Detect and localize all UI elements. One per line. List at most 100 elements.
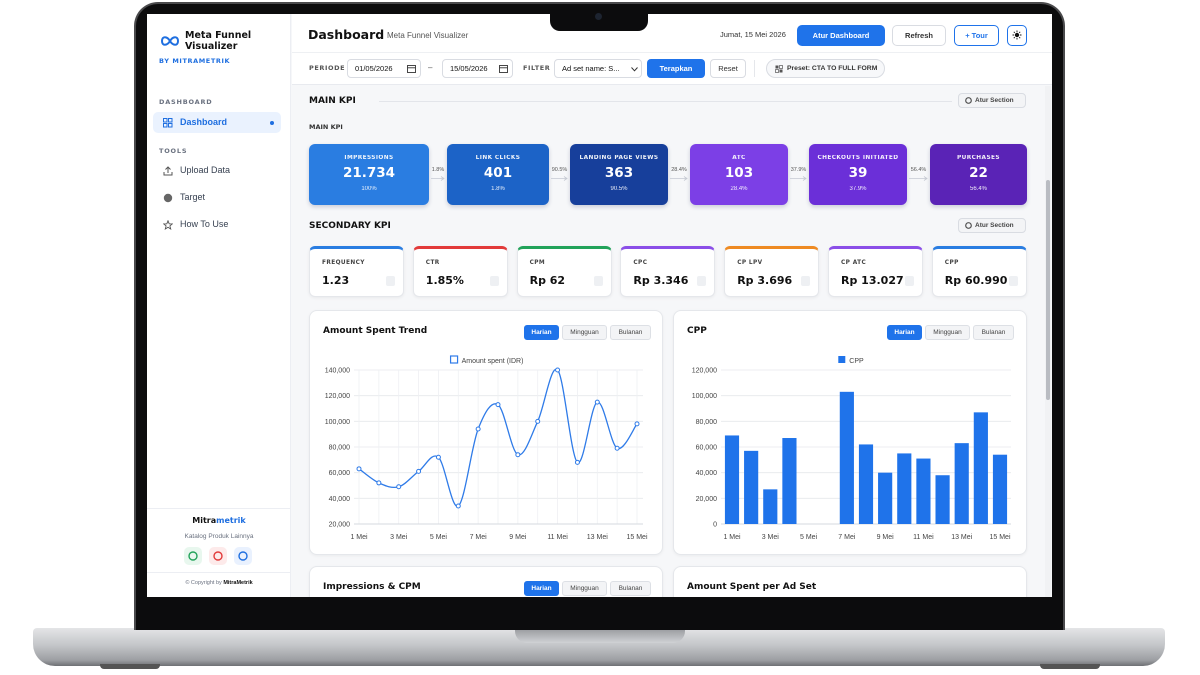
secondary-kpi-card: CP ATC Rp 13.027	[828, 246, 923, 297]
secondary-kpi-value: Rp 60.990	[944, 274, 1008, 287]
secondary-kpi-icon	[697, 276, 707, 286]
kpi-value: 401	[483, 165, 513, 181]
sidebar-item-label: Upload Data	[180, 165, 231, 175]
calendar-icon	[499, 65, 508, 73]
data-point	[515, 452, 521, 458]
chart-panel: Amount Spent Trend Harian Mingguan Bulanan 2…	[309, 310, 663, 555]
x-tick-label: 1 Mei	[350, 534, 368, 541]
date-input[interactable]: 15/05/2026	[442, 59, 513, 78]
conversion-arrow	[790, 176, 807, 181]
sidebar-item-icon	[163, 193, 173, 203]
sidebar-item[interactable]: Upload Data	[153, 160, 281, 181]
bar	[878, 472, 893, 524]
scrollbar-thumb[interactable]	[1046, 180, 1050, 400]
camera	[595, 13, 602, 20]
conversion-arrow	[670, 176, 688, 181]
conversion-rate: 28.4%	[671, 167, 687, 173]
footer-link[interactable]	[209, 547, 227, 565]
kpi-card: LINK CLICKS 401 1.8%	[447, 144, 549, 205]
sidebar-item[interactable]: How To Use	[153, 214, 281, 235]
date-text: 15/05/2026	[450, 64, 488, 73]
brand-byline: BY MITRAMETRIK	[159, 57, 231, 65]
data-point	[555, 367, 561, 373]
kpi-label: CHECKOUTS INITIATED	[817, 155, 899, 161]
period-tab[interactable]: Harian	[524, 325, 559, 340]
secondary-kpi-label: CP LPV	[737, 260, 763, 266]
gear-icon	[965, 222, 972, 229]
y-tick-label: 40,000	[696, 470, 718, 477]
kpi-value: 21.734	[342, 165, 396, 181]
data-point	[594, 399, 600, 405]
conversion-arrow	[551, 176, 568, 181]
sidebar-item[interactable]: Dashboard	[153, 112, 281, 133]
footer-brand-b: metrik	[216, 516, 246, 525]
legend-label: Amount spent (IDR)	[462, 358, 524, 365]
footer-link[interactable]	[184, 547, 202, 565]
reset-button[interactable]: Reset	[710, 59, 746, 78]
period-tab[interactable]: Bulanan	[973, 325, 1014, 340]
period-tab[interactable]: Mingguan	[562, 581, 607, 596]
secondary-kpi-value: Rp 62	[529, 274, 566, 287]
bar	[724, 435, 740, 524]
section-button[interactable]: Atur Section	[958, 218, 1026, 233]
date-text: 01/05/2026	[355, 64, 393, 73]
preset-button[interactable]: Preset: CTA TO FULL FORM	[766, 59, 885, 78]
theme-icon	[1012, 30, 1022, 40]
calendar-icon	[407, 65, 416, 73]
conversion-arrow	[909, 176, 928, 181]
secondary-kpi-icon	[801, 276, 811, 286]
x-tick-label: 15 Mei	[626, 534, 647, 541]
chart: 0 20,000 40,000 60,000 80,000 100,000 120,000 1…	[692, 356, 1011, 541]
x-tick-label: 7 Mei	[838, 534, 856, 541]
data-point	[416, 468, 422, 474]
kpi-card: PURCHASES 22 56.4%	[930, 144, 1027, 205]
footer-link-icon	[188, 551, 198, 561]
period-tab[interactable]: Bulanan	[610, 581, 651, 596]
secondary-kpi-label: CPM	[529, 260, 546, 266]
y-tick-label: 20,000	[696, 496, 718, 503]
period-tab[interactable]: Mingguan	[925, 325, 970, 340]
section-subtitle: MAIN KPI	[309, 123, 343, 131]
period-tab[interactable]: Harian	[887, 325, 922, 340]
footer-brand-a: Mitra	[192, 516, 217, 525]
section-button[interactable]: Atur Section	[958, 93, 1026, 108]
kpi-label: IMPRESSIONS	[344, 155, 394, 161]
chart-panel: Amount Spent per Ad Set	[673, 566, 1027, 597]
secondary-kpi-value: Rp 13.027	[841, 274, 904, 287]
sidebar-divider	[147, 508, 291, 509]
footer-link[interactable]	[234, 547, 252, 565]
kpi-card: LANDING PAGE VIEWS 363 90.5%	[570, 144, 668, 205]
kpi-label: ATC	[732, 155, 746, 161]
header-button[interactable]: Refresh	[892, 25, 946, 46]
kpi-pct: 1.8%	[491, 186, 505, 192]
data-point	[495, 402, 501, 408]
period-tab[interactable]: Harian	[524, 581, 559, 596]
bar	[916, 458, 931, 524]
period-tab[interactable]: Bulanan	[610, 325, 651, 340]
header-button[interactable]: + Tour	[954, 25, 999, 46]
theme-toggle[interactable]	[1007, 25, 1027, 46]
date-input[interactable]: 01/05/2026	[347, 59, 421, 78]
y-tick-label: 80,000	[329, 445, 351, 452]
kpi-pct: 37.9%	[849, 186, 867, 192]
x-tick-label: 13 Mei	[951, 534, 972, 541]
x-tick-label: 3 Mei	[390, 534, 408, 541]
bar	[973, 412, 988, 524]
gear-icon	[965, 97, 972, 104]
page-title: Dashboard	[308, 27, 385, 42]
copyright-brand: MitraMetrik	[223, 580, 253, 586]
section-title: MAIN KPI	[309, 96, 356, 106]
x-tick-label: 11 Mei	[547, 534, 568, 541]
sidebar-item[interactable]: Target	[153, 187, 281, 208]
header-button[interactable]: Atur Dashboard	[797, 25, 885, 46]
period-tab[interactable]: Mingguan	[562, 325, 607, 340]
x-tick-label: 13 Mei	[587, 534, 608, 541]
conversion-rate: 1.8%	[431, 167, 445, 173]
kpi-label: LINK CLICKS	[475, 155, 521, 161]
adset-select[interactable]: Ad set name: S...	[554, 59, 642, 78]
x-tick-label: 15 Mei	[989, 534, 1010, 541]
footer-copyright: © Copyright by MitraMetrik	[147, 580, 291, 587]
conversion-arrow	[431, 176, 445, 181]
apply-button[interactable]: Terapkan	[647, 59, 705, 78]
